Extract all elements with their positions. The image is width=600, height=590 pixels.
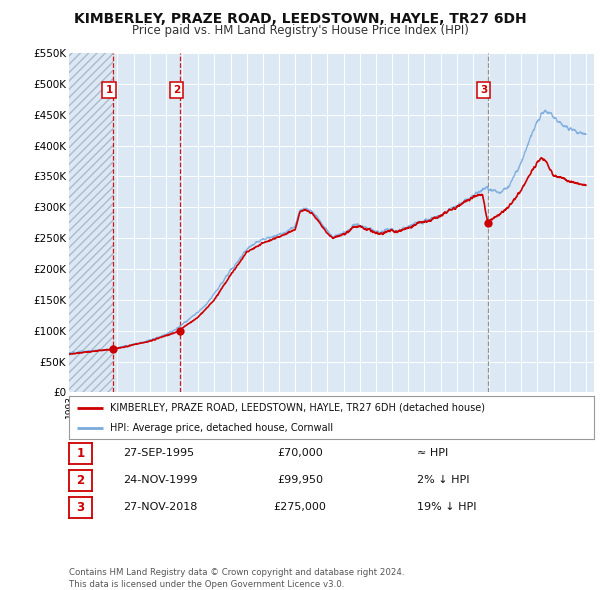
Text: 3: 3 (480, 85, 487, 95)
Text: KIMBERLEY, PRAZE ROAD, LEEDSTOWN, HAYLE, TR27 6DH: KIMBERLEY, PRAZE ROAD, LEEDSTOWN, HAYLE,… (74, 12, 526, 26)
Bar (69, 53, 113, 392)
Text: £99,950: £99,950 (277, 476, 323, 485)
Text: HPI: Average price, detached house, Cornwall: HPI: Average price, detached house, Corn… (110, 423, 333, 433)
Text: 1: 1 (106, 85, 113, 95)
Text: 1: 1 (76, 447, 85, 460)
Text: 2% ↓ HPI: 2% ↓ HPI (417, 476, 469, 485)
Text: 24-NOV-1999: 24-NOV-1999 (123, 476, 197, 485)
Text: 19% ↓ HPI: 19% ↓ HPI (417, 503, 476, 512)
Text: KIMBERLEY, PRAZE ROAD, LEEDSTOWN, HAYLE, TR27 6DH (detached house): KIMBERLEY, PRAZE ROAD, LEEDSTOWN, HAYLE,… (110, 403, 485, 413)
Text: 27-NOV-2018: 27-NOV-2018 (123, 503, 197, 512)
Text: Contains HM Land Registry data © Crown copyright and database right 2024.
This d: Contains HM Land Registry data © Crown c… (69, 568, 404, 589)
Text: 2: 2 (173, 85, 180, 95)
Text: £275,000: £275,000 (274, 503, 326, 512)
Text: 3: 3 (76, 501, 85, 514)
Text: Price paid vs. HM Land Registry's House Price Index (HPI): Price paid vs. HM Land Registry's House … (131, 24, 469, 37)
Text: 27-SEP-1995: 27-SEP-1995 (123, 448, 194, 458)
Text: £70,000: £70,000 (277, 448, 323, 458)
Text: 2: 2 (76, 474, 85, 487)
Text: ≈ HPI: ≈ HPI (417, 448, 448, 458)
